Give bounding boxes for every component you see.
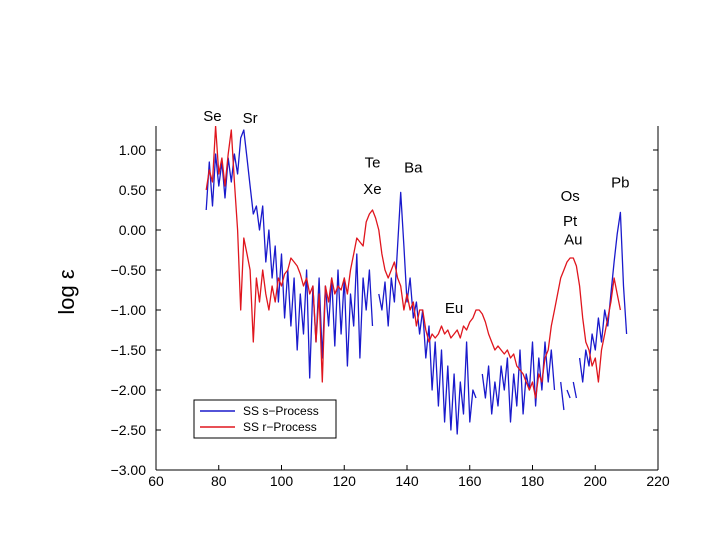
y-axis-label: log ε xyxy=(54,269,79,314)
y-tick-label: −3.00 xyxy=(111,462,147,478)
series-line-s-process xyxy=(566,389,571,399)
y-tick-label: −1.50 xyxy=(111,342,147,358)
series-line-s-process xyxy=(578,211,628,383)
x-tick-label: 220 xyxy=(646,473,670,489)
y-tick-label: 0.50 xyxy=(119,182,146,198)
element-label: Au xyxy=(564,231,582,248)
x-tick-label: 180 xyxy=(521,473,545,489)
x-tick-label: 80 xyxy=(211,473,227,489)
element-label: Te xyxy=(365,155,381,172)
y-ticks: 1.00 0.50 0.00 −0.50 −1.00 −1.50 −2.00 −2.50 −3.… xyxy=(111,142,658,478)
x-tick-label: 120 xyxy=(333,473,357,489)
element-label: Ba xyxy=(404,159,423,176)
y-tick-label: 0.00 xyxy=(119,222,146,238)
x-tick-label: 200 xyxy=(584,473,608,489)
legend-box xyxy=(193,399,337,439)
series-line-s-process xyxy=(378,191,477,435)
element-label: Eu xyxy=(445,300,463,317)
x-tick-label: 160 xyxy=(458,473,482,489)
series-line-s-process xyxy=(572,381,578,399)
x-tick-label: 140 xyxy=(395,473,419,489)
y-tick-label: −0.50 xyxy=(111,262,147,278)
x-ticks: 60 80 100 120 140 160 180 200 220 xyxy=(148,465,670,489)
series-layer xyxy=(205,126,628,435)
element-label: Os xyxy=(561,188,580,205)
y-tick-label: −1.00 xyxy=(111,302,147,318)
element-label: Se xyxy=(203,108,221,125)
series-line-s-process xyxy=(560,381,565,411)
legend: SS s−Process SS r−Process xyxy=(193,399,337,439)
y-tick-label: −2.00 xyxy=(111,382,147,398)
x-tick-label: 60 xyxy=(148,473,164,489)
series-line-s-process xyxy=(481,341,556,423)
y-tick-label: −2.50 xyxy=(111,422,147,438)
series-line-s-process xyxy=(205,129,374,379)
y-tick-label: 1.00 xyxy=(119,142,146,158)
element-label: Xe xyxy=(363,181,381,198)
legend-label-r-process: SS r−Process xyxy=(243,420,317,434)
x-tick-label: 100 xyxy=(270,473,294,489)
element-label: Sr xyxy=(243,110,258,127)
element-label: Pt xyxy=(563,213,578,230)
series-line-r-process xyxy=(205,126,622,399)
element-label: Pb xyxy=(611,175,629,192)
legend-label-s-process: SS s−Process xyxy=(243,404,319,418)
